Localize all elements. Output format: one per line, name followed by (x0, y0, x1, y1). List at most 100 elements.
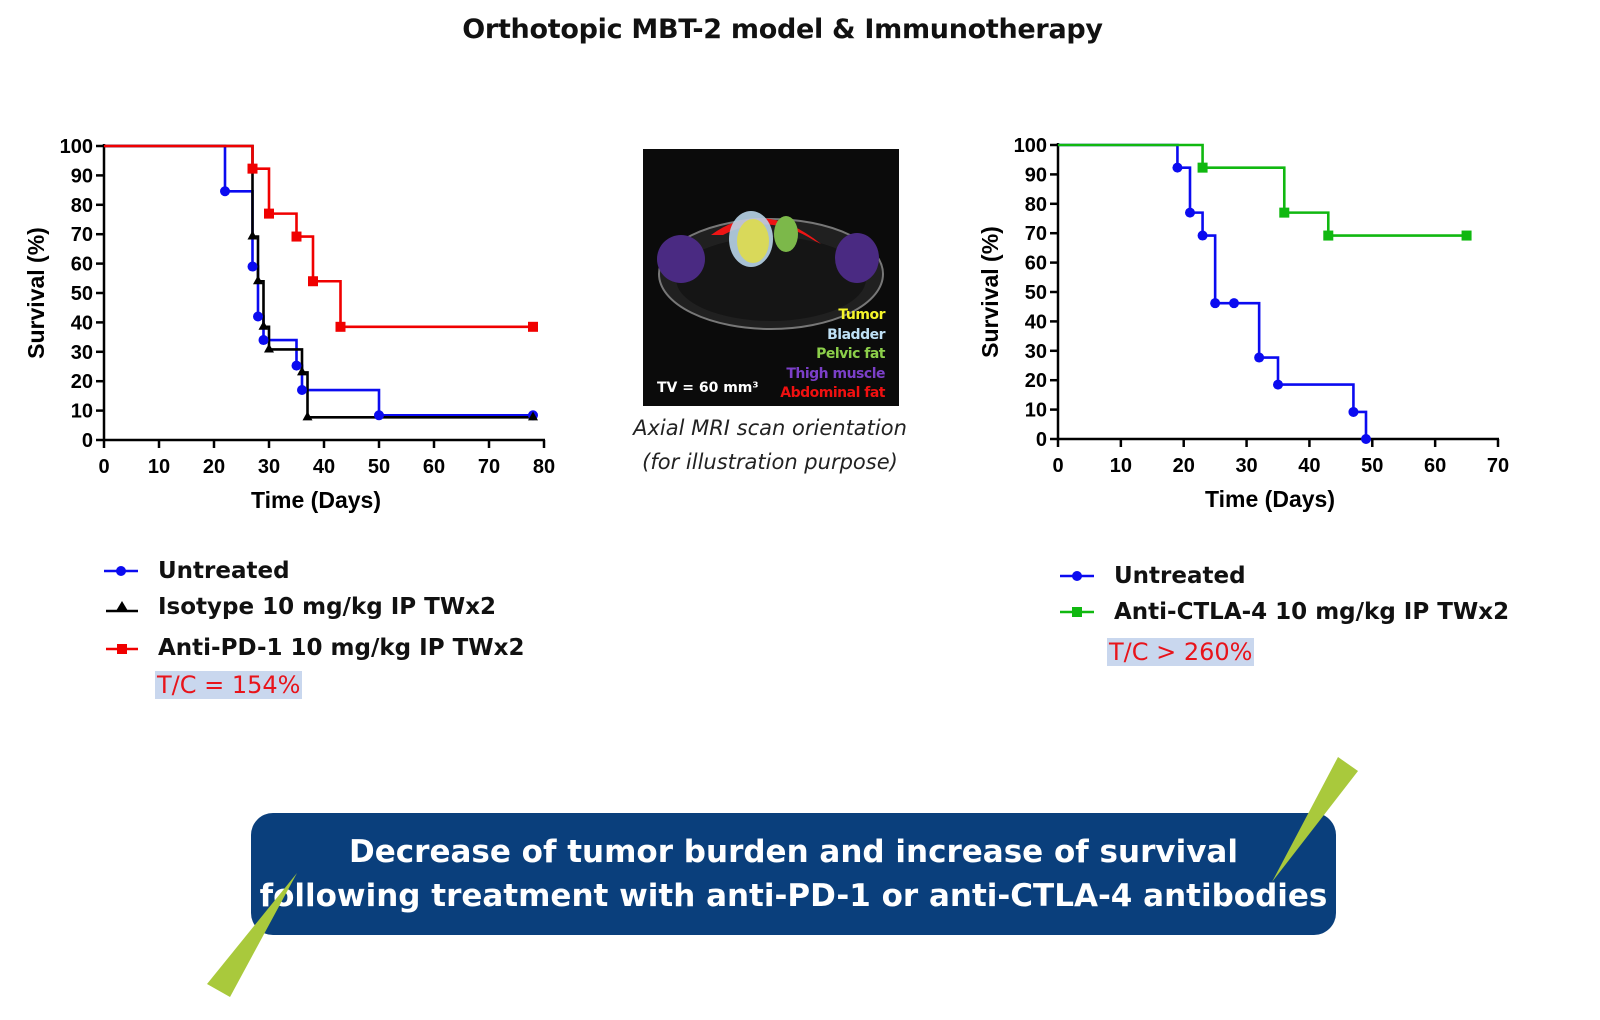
x-tick-label: 60 (1424, 455, 1446, 477)
data-point (528, 321, 538, 332)
x-tick-label: 20 (1173, 455, 1195, 477)
data-point (1185, 207, 1195, 218)
data-point (253, 311, 263, 322)
y-tick-label: 90 (1025, 164, 1047, 186)
data-point (1197, 162, 1208, 173)
x-tick-label: 50 (1361, 455, 1383, 477)
legend-label: Anti-PD-1 10 mg/kg IP TWx2 (158, 635, 525, 661)
legend-item-isotype: Isotype 10 mg/kg IP TWx2 (104, 594, 496, 620)
series-line-2 (104, 144, 533, 329)
data-point (335, 321, 346, 332)
y-tick-label: 50 (1025, 282, 1047, 304)
mri-caption-line1: Axial MRI scan orientation (633, 416, 907, 440)
survival-chart-anti-ctla4: 0 10 20 30 40 50 60 70 80 90 100 0 10 20 30 40 50 60 70 Tim… (977, 135, 1509, 512)
legend-item-anti-pd1: Anti-PD-1 10 mg/kg IP TWx2 (104, 635, 524, 661)
y-tick-label: 0 (1036, 429, 1047, 451)
x-tick-label: 30 (1235, 455, 1257, 477)
y-tick-label: 60 (1025, 253, 1047, 275)
y-axis-label: Survival (%) (23, 227, 49, 359)
y-tick-label: 10 (1025, 400, 1047, 422)
data-point (297, 385, 307, 396)
y-tick-label: 100 (60, 136, 93, 158)
data-point (258, 335, 269, 346)
x-tick-label: 30 (258, 456, 280, 478)
data-point (264, 208, 274, 219)
y-tick-label: 40 (1025, 311, 1047, 333)
x-tick-label: 0 (98, 456, 109, 478)
y-tick-label: 70 (71, 224, 93, 246)
slide-title: Orthotopic MBT-2 model & Immunotherapy (462, 14, 1103, 45)
x-tick-label: 40 (1298, 455, 1320, 477)
legend-label: Isotype 10 mg/kg IP TWx2 (158, 594, 497, 620)
legend-label: Anti-CTLA-4 10 mg/kg IP TWx2 (1114, 599, 1510, 625)
x-tick-label: 0 (1052, 455, 1063, 477)
data-point (291, 231, 302, 242)
survival-chart-anti-pd1: 0 10 20 30 40 50 60 70 80 90 100 0 10 20 30 40 50 60 70 80 T… (23, 136, 555, 513)
y-tick-label: 80 (1025, 194, 1047, 216)
data-point (1323, 230, 1334, 241)
legend-label: Untreated (158, 558, 290, 584)
data-point (1197, 230, 1208, 241)
x-tick-label: 10 (148, 456, 170, 478)
circle-marker-icon (1060, 571, 1094, 581)
y-tick-label: 100 (1014, 135, 1047, 157)
data-point (308, 276, 318, 287)
data-point (302, 411, 313, 421)
legend-label: Untreated (1114, 563, 1246, 589)
data-point (258, 320, 269, 330)
data-point (247, 261, 258, 272)
mri-label-tumor: Tumor (838, 307, 885, 323)
tc-ratio-anti-pd1: T/C = 154% (155, 671, 303, 699)
data-point (1461, 230, 1472, 241)
y-tick-label: 80 (71, 195, 93, 217)
y-tick-label: 40 (71, 312, 93, 334)
mri-label-bladder: Bladder (827, 327, 885, 343)
x-axis-label: Time (Days) (251, 487, 381, 513)
y-tick-label: 20 (71, 371, 93, 393)
y-axis-label: Survival (%) (977, 226, 1003, 358)
x-axis-label: Time (Days) (1205, 486, 1335, 512)
legend-item-untreated: Untreated (104, 558, 290, 584)
square-marker-icon (106, 644, 138, 654)
y-tick-label: 60 (71, 254, 93, 276)
data-point (253, 275, 263, 285)
data-point (528, 411, 538, 421)
y-tick-label: 10 (71, 401, 93, 423)
data-point (247, 163, 258, 174)
x-tick-label: 40 (313, 456, 335, 478)
data-point (247, 230, 258, 240)
mri-anatomy-illustration (657, 211, 884, 330)
x-tick-label: 70 (478, 456, 500, 478)
y-tick-label: 20 (1025, 370, 1047, 392)
legend-item-untreated: Untreated (1060, 563, 1246, 589)
square-marker-icon (1060, 607, 1094, 617)
banner-line2: following treatment with anti-PD-1 or an… (259, 878, 1328, 914)
x-tick-label: 60 (423, 456, 445, 478)
data-point (1254, 352, 1265, 363)
data-point (1172, 162, 1183, 173)
data-point (220, 186, 230, 197)
y-tick-label: 0 (82, 430, 93, 452)
data-point (1273, 379, 1283, 390)
series-line-1 (1058, 143, 1467, 237)
mri-label-pelvic-fat: Pelvic fat (816, 346, 885, 362)
triangle-marker-icon (106, 601, 138, 613)
mri-caption-line2: (for illustration purpose) (642, 450, 898, 474)
data-point (264, 343, 274, 353)
banner-line1: Decrease of tumor burden and increase of… (349, 834, 1238, 870)
x-tick-label: 70 (1487, 455, 1509, 477)
data-point (1229, 298, 1239, 309)
y-tick-label: 30 (71, 342, 93, 364)
circle-marker-icon (104, 566, 138, 576)
x-tick-label: 50 (368, 456, 390, 478)
x-tick-label: 10 (1110, 455, 1132, 477)
y-tick-label: 30 (1025, 341, 1047, 363)
mri-label-abdominal-fat: Abdominal fat (780, 385, 885, 401)
data-point (1279, 207, 1290, 218)
legend-item-anti-ctla4: Anti-CTLA-4 10 mg/kg IP TWx2 (1060, 599, 1509, 625)
y-tick-label: 50 (71, 283, 93, 305)
tc-ratio-anti-ctla4: T/C > 260% (1107, 638, 1255, 666)
series-line-0 (1058, 143, 1368, 439)
y-tick-label: 70 (1025, 223, 1047, 245)
x-tick-label: 80 (533, 456, 555, 478)
